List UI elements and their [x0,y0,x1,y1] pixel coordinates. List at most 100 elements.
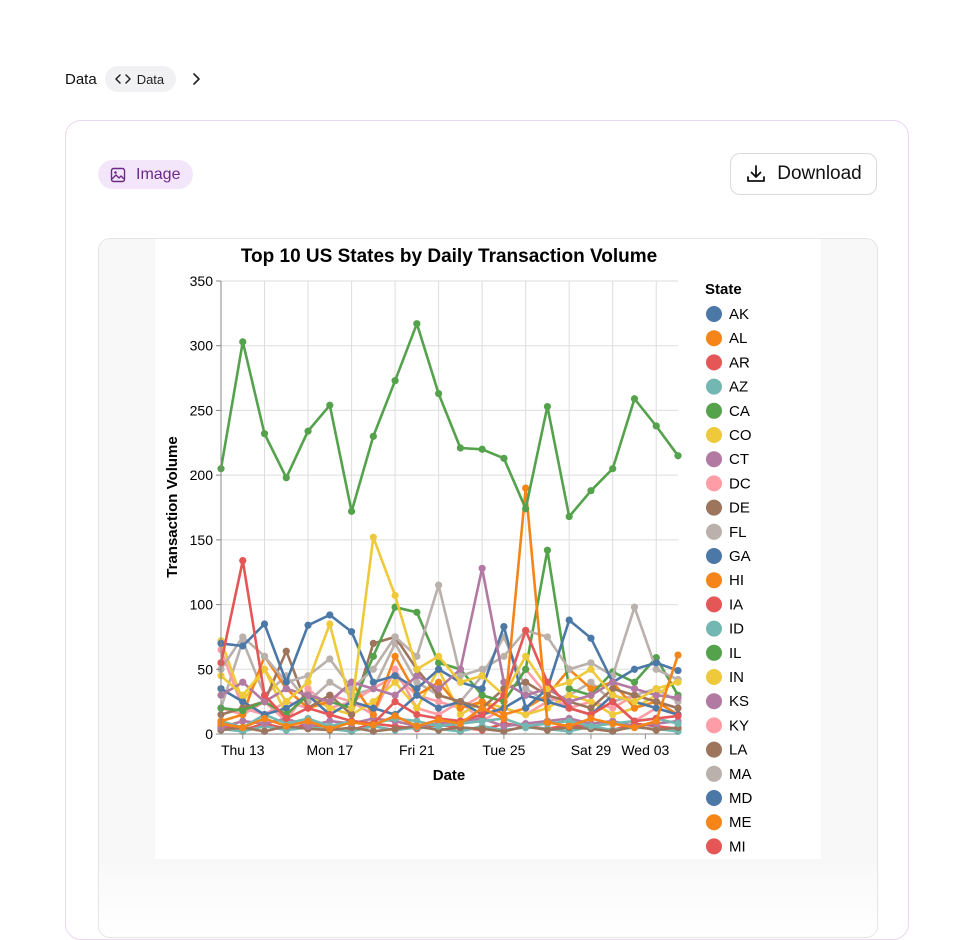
data-point [587,685,595,693]
data-point [282,647,290,655]
data-point [478,717,486,725]
data-point [565,685,573,693]
data-point [391,652,399,660]
data-point [391,698,399,706]
legend-label: CA [729,403,750,420]
chevron-right-icon[interactable] [188,71,204,87]
data-point [239,707,247,715]
data-point [652,691,660,699]
download-label: Download [777,163,862,184]
series-line-ma [219,583,679,691]
legend-item-de: DE [706,499,750,517]
legend-label: GA [729,548,751,565]
legend-label: ME [729,814,752,831]
data-point [456,710,464,719]
data-point [239,556,247,565]
data-point [652,726,660,734]
series-line-hi [220,486,680,731]
data-point [347,628,356,636]
data-point [369,721,377,729]
line-chart: Top 10 US States by Daily Transaction Vo… [155,239,821,859]
chart-image-frame: Top 10 US States by Daily Transaction Vo… [98,238,878,938]
data-point [304,717,312,725]
data-point [522,652,530,660]
data-point [609,685,617,693]
data-point [260,620,269,628]
data-point [326,401,334,409]
data-point [456,665,464,673]
data-point [630,685,639,693]
data-point [630,704,639,712]
data-point [260,714,269,723]
data-point [282,714,290,723]
data-point [304,722,312,730]
legend-label: AZ [729,379,748,396]
data-point [478,564,486,572]
data-point [347,507,356,515]
data-point [522,691,530,699]
breadcrumb-root[interactable]: Data [65,70,97,88]
data-point [609,691,617,699]
data-point [369,704,377,712]
data-point [500,678,508,686]
data-point [304,704,312,712]
legend-swatch [706,354,722,371]
series-line-de [220,724,679,733]
data-point [413,685,421,693]
data-point [369,685,377,693]
data-point [282,678,290,686]
data-point [282,698,290,706]
legend-swatch [706,814,722,831]
legend-item-il: IL [706,644,742,662]
data-point [239,723,247,732]
data-point [260,665,269,673]
y-tick-label: 350 [190,273,214,289]
data-point [652,698,660,706]
data-point [435,659,443,667]
data-point [304,678,312,686]
data-point [500,727,508,736]
legend-label: AK [729,306,749,323]
legend-item-ga: GA [706,548,751,565]
data-point [260,727,269,736]
y-tick-label: 100 [190,597,214,613]
data-point [674,678,682,686]
legend-swatch [706,669,722,685]
download-button[interactable]: Download [730,153,877,195]
legend-swatch [706,693,722,710]
data-point [391,725,399,733]
data-point [326,717,334,725]
legend-item-az: AZ [706,378,748,396]
data-point [391,665,399,673]
data-point [435,685,443,693]
series-ca [217,320,682,521]
data-point [478,672,486,680]
data-point [674,720,682,728]
data-point [435,390,443,398]
legend-item-md: MD [706,790,752,807]
data-point [260,430,269,438]
data-point [609,698,617,706]
data-point [391,377,399,385]
data-point [565,512,573,521]
data-point [674,651,682,659]
breadcrumb-data-pill[interactable]: Data [104,66,177,92]
series-line-ia [219,559,679,725]
data-point [500,714,508,723]
data-point [565,698,573,706]
data-point [413,608,421,616]
legend-swatch [706,378,722,395]
data-point [435,691,443,699]
data-point [282,685,290,693]
data-point [609,727,617,736]
legend-item-ks: KS [706,693,749,710]
data-point [543,633,552,641]
data-point [435,665,443,673]
data-point [304,427,312,435]
data-point [260,698,269,706]
data-point [369,652,377,660]
data-point [369,698,377,706]
data-point [652,717,660,725]
legend-label: IA [729,596,743,613]
breadcrumb: Data Data [65,66,204,92]
